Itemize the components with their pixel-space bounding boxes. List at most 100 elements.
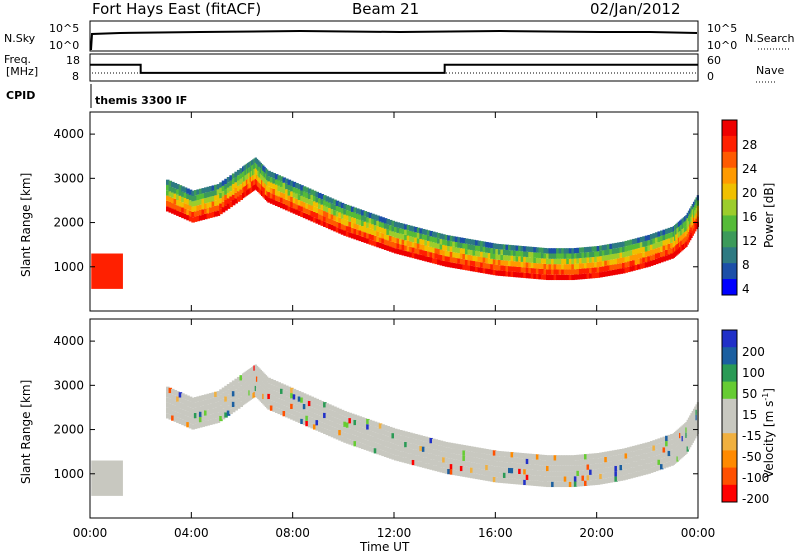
velocity-echo-cell <box>188 412 193 418</box>
power-echo-cell <box>535 273 540 280</box>
velocity-echo-cell <box>525 464 530 470</box>
power-echo-cell <box>505 255 509 261</box>
power-echo-cell <box>224 205 228 211</box>
velocity-echo-cell <box>348 412 352 419</box>
velocity-echo-cell <box>236 403 241 409</box>
power-echo-cell <box>221 196 226 202</box>
power-echo-cell <box>406 235 411 241</box>
velocity-echo-cell <box>277 387 281 393</box>
power-echo-cell <box>581 268 585 274</box>
power-echo-cell <box>475 256 479 262</box>
power-echo-cell <box>442 250 446 256</box>
power-echo-cell <box>419 228 423 234</box>
power-echo-cell <box>571 264 575 270</box>
power-echo-cell <box>513 271 517 278</box>
velocity-echo-cell <box>411 433 416 439</box>
power-echo-cell <box>667 249 672 255</box>
velocity-echo-cell <box>695 404 698 410</box>
power-echo-cell <box>424 234 428 241</box>
power-echo-cell <box>414 253 418 259</box>
power-echo-cell <box>368 212 373 219</box>
velocity-echo-cell <box>401 441 406 447</box>
velocity-echo-cell <box>234 394 238 400</box>
velocity-echo-cell <box>586 459 591 465</box>
power-echo-cell <box>201 193 205 199</box>
velocity-echo-cell <box>581 480 585 487</box>
power-echo-layer <box>91 157 699 289</box>
velocity-echo-cell <box>277 408 281 415</box>
velocity-echo-cell <box>394 455 398 461</box>
power-echo-cell <box>561 248 565 254</box>
velocity-echo-cell <box>462 471 466 477</box>
power-echo-cell <box>677 248 680 254</box>
power-echo-cell <box>404 240 408 246</box>
power-echo-cell <box>520 272 525 278</box>
velocity-echo-cell <box>176 407 180 413</box>
velocity-echo-layer <box>91 364 699 496</box>
velocity-echo-cell <box>546 471 550 477</box>
velocity-echo-cell <box>366 434 370 441</box>
velocity-echo-cell <box>464 445 469 451</box>
power-echo-cell <box>472 245 477 251</box>
power-echo-cell <box>234 182 238 188</box>
power-echo-cell <box>561 258 565 265</box>
power-echo-cell <box>356 208 360 214</box>
velocity-echo-cell <box>171 399 175 405</box>
power-echo-cell <box>684 242 687 248</box>
velocity-echo-cell <box>502 462 507 468</box>
power-echo-cell <box>404 234 408 241</box>
power-echo-cell <box>432 236 436 243</box>
velocity-echo-cell <box>244 387 247 393</box>
velocity-echo-cell <box>424 463 428 469</box>
power-echo-cell <box>338 217 342 223</box>
velocity-echo-cell <box>429 443 433 449</box>
power-echo-cell <box>684 221 687 227</box>
power-echo-cell <box>490 242 494 249</box>
velocity-echo-cell <box>388 442 393 449</box>
velocity-echo-cell <box>183 405 188 411</box>
velocity-echo-cell <box>535 464 540 471</box>
power-echo-cell <box>173 182 178 189</box>
power-echo-cell <box>376 242 380 248</box>
power-echo-cell <box>520 245 525 252</box>
velocity-echo-cell <box>361 417 365 423</box>
power-echo-cell <box>282 188 287 194</box>
power-echo-cell <box>269 187 274 194</box>
power-echo-cell <box>680 224 683 231</box>
power-echo-cell <box>312 196 317 202</box>
power-echo-cell <box>543 274 547 280</box>
power-echo-cell <box>310 200 314 206</box>
velocity-echo-cell <box>243 388 246 394</box>
velocity-echo-cell <box>571 465 575 472</box>
velocity-echo-cell <box>622 464 626 470</box>
power-echo-cell <box>386 224 390 230</box>
power-echo-cell <box>482 268 487 274</box>
power-echo-cell <box>335 227 340 233</box>
velocity-echo-cell <box>670 455 674 461</box>
velocity-echo-cell <box>191 408 195 414</box>
power-echo-cell <box>176 184 180 190</box>
power-echo-cell <box>343 230 347 236</box>
power-echo-cell <box>510 250 515 256</box>
power-echo-cell <box>556 253 560 259</box>
power-echo-cell <box>429 241 433 247</box>
power-echo-cell <box>250 181 254 187</box>
velocity-echo-cell <box>394 439 398 445</box>
velocity-echo-cell <box>609 466 613 473</box>
velocity-echo-cell <box>320 416 325 423</box>
power-echo-cell <box>480 241 484 247</box>
power-echo-cell <box>411 242 416 248</box>
power-echo-cell <box>290 186 294 192</box>
velocity-echo-cell <box>639 443 644 450</box>
velocity-echo-cell <box>196 401 200 408</box>
power-echo-cell <box>685 225 688 231</box>
velocity-echo-cell <box>381 445 385 451</box>
velocity-echo-cell <box>353 414 357 420</box>
velocity-echo-cell <box>695 409 698 415</box>
power-echo-cell <box>330 203 335 210</box>
power-echo-cell <box>672 252 675 258</box>
power-echo-cell <box>263 177 266 183</box>
power-echo-cell <box>356 224 360 230</box>
velocity-echo-cell <box>437 450 441 456</box>
velocity-echo-cell <box>490 455 494 461</box>
